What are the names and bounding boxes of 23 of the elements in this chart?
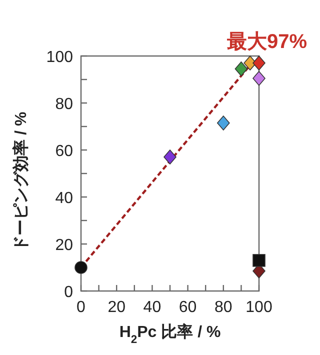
x-tick-label: 40 [143, 299, 162, 316]
x-tick-label: 100 [246, 299, 272, 316]
y-tick-label: 60 [55, 143, 74, 160]
y-tick-label: 100 [46, 49, 74, 66]
x-axis-title: H$_{2}$Pc 比率 / % [119, 322, 221, 346]
y-tick-label: 20 [55, 237, 74, 254]
x-tick-label: 80 [214, 299, 232, 316]
y-tick-label: 40 [55, 190, 74, 207]
point [74, 261, 88, 274]
point [217, 116, 230, 130]
y-tick-label: 0 [64, 284, 74, 301]
point [234, 62, 248, 76]
y-tick-label: 80 [55, 96, 74, 113]
point [252, 254, 266, 267]
point [252, 56, 266, 70]
x-tick-label: 0 [76, 299, 86, 316]
y-axis-title: ドーピング効率 / % [11, 112, 30, 252]
point [252, 70, 266, 86]
annotation: 最大97% [226, 31, 308, 54]
point [164, 150, 176, 164]
x-tick-label: 60 [178, 299, 197, 316]
point [244, 56, 256, 70]
x-tick-label: 20 [108, 299, 126, 316]
